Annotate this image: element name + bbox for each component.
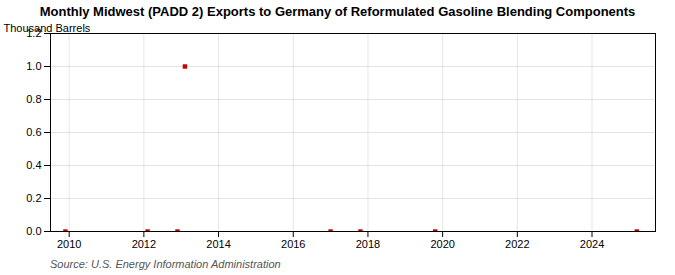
svg-text:2018: 2018 <box>356 238 380 250</box>
svg-text:2014: 2014 <box>206 238 230 250</box>
svg-text:2010: 2010 <box>57 238 81 250</box>
html-text:Source: U.S. Energy Informatio: Source: U.S. Energy Information Administ… <box>50 258 281 270</box>
svg-text:2012: 2012 <box>132 238 156 250</box>
svg-text:2020: 2020 <box>430 238 454 250</box>
html-text:Monthly Midwest (PADD 2) Expor: Monthly Midwest (PADD 2) Exports to Germ… <box>39 4 636 19</box>
svg-text:Thousand Barrels: Thousand Barrels <box>4 22 91 34</box>
svg-text:2016: 2016 <box>281 238 305 250</box>
svg-text:0.2: 0.2 <box>26 192 41 204</box>
svg-text:0.8: 0.8 <box>26 93 41 105</box>
svg-text:2022: 2022 <box>505 238 529 250</box>
svg-text:2024: 2024 <box>580 238 604 250</box>
svg-text:0.0: 0.0 <box>26 225 41 237</box>
svg-text:1.0: 1.0 <box>26 60 41 72</box>
svg-text:0.4: 0.4 <box>26 159 41 171</box>
svg-text:0.6: 0.6 <box>26 126 41 138</box>
